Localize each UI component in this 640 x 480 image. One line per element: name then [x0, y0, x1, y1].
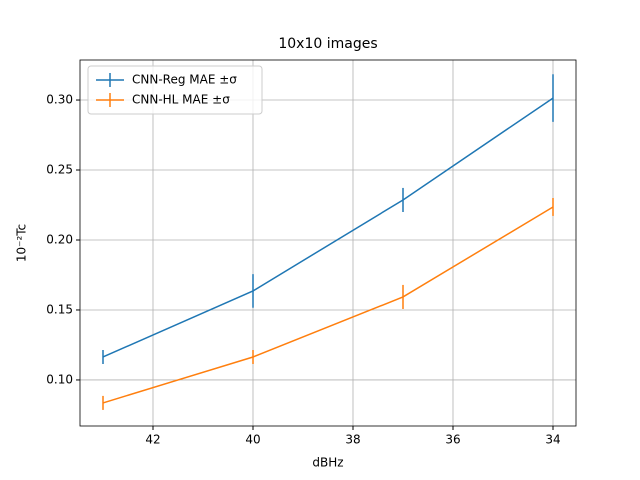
x-tick-label: 42: [145, 433, 160, 447]
x-tick-label: 40: [245, 433, 260, 447]
y-tick-label: 0.20: [46, 232, 73, 246]
x-tick-label: 38: [345, 433, 360, 447]
x-axis-label: dBHz: [312, 456, 343, 470]
legend-frame: [87, 65, 263, 115]
y-tick-label: 0.30: [46, 93, 73, 107]
series-line: [102, 97, 554, 358]
chart-title: 10x10 images: [278, 36, 377, 52]
legend-label: CNN-HL MAE ±σ: [132, 93, 230, 107]
y-tick-label: 0.10: [46, 372, 73, 386]
plot-frame: [79, 59, 577, 427]
legend-label: CNN-Reg MAE ±σ: [132, 73, 237, 87]
y-axis-label: 10⁻²Tc: [15, 224, 29, 262]
y-tick-label: 0.15: [46, 302, 73, 316]
x-tick-label: 36: [445, 433, 460, 447]
series-line: [102, 206, 554, 404]
x-tick-label: 34: [545, 433, 560, 447]
legend: CNN-Reg MAE ±σ CNN-HL MAE ±σ: [87, 65, 263, 115]
y-tick-label: 0.25: [46, 163, 73, 177]
